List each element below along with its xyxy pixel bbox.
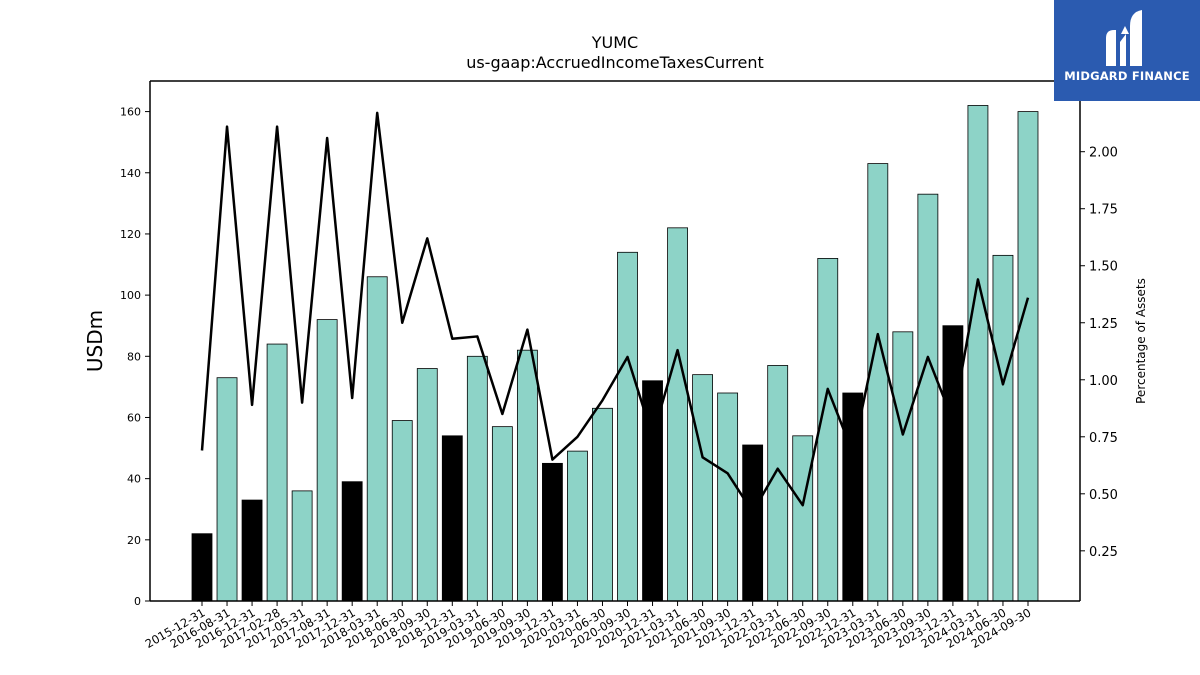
bar-2024-06-30 — [992, 254, 1014, 602]
bar-2017-12-31 — [341, 481, 363, 602]
y2-tick-label: 0.25 — [1089, 545, 1118, 560]
y-tick-label: 100 — [120, 289, 141, 302]
logo-text: MIDGARD FINANCE — [1064, 69, 1190, 83]
bar-2019-03-31 — [466, 355, 488, 602]
bar-2024-09-30 — [1017, 111, 1039, 602]
bar-2019-06-30 — [491, 426, 513, 602]
bar-2018-03-31 — [366, 276, 388, 602]
bar-2018-06-30 — [391, 420, 413, 602]
bar-2023-03-31 — [867, 163, 889, 602]
bar-2016-08-31 — [216, 377, 238, 602]
bar-2021-06-30 — [692, 374, 713, 602]
bar-2019-12-31 — [542, 462, 563, 602]
y2-tick-label: 1.00 — [1089, 374, 1118, 389]
midgard-logo-icon — [1106, 10, 1142, 66]
bar-2019-09-30 — [516, 349, 538, 602]
bar-2017-08-31 — [316, 319, 338, 602]
bar-2022-06-30 — [792, 435, 814, 602]
y2-tick-label: 0.50 — [1089, 488, 1118, 503]
y2-tick-label: 2.00 — [1089, 146, 1118, 161]
y-tick-label: 20 — [127, 534, 141, 547]
bar-2022-09-30 — [817, 258, 839, 602]
y-tick-label: 160 — [120, 106, 141, 119]
midgard-finance-logo: MIDGARD FINANCE — [1054, 0, 1200, 101]
bar-2021-03-31 — [667, 227, 688, 602]
bar-2023-06-30 — [892, 331, 914, 602]
axes: 0 20 40 60 80 100 120 140 160 0.25 0.50 0.75 1.00 1.2… — [120, 80, 1118, 651]
chart-title: YUMC — [591, 33, 638, 52]
y-tick-label: 0 — [134, 595, 141, 608]
y-axis-label: USDm — [83, 310, 107, 372]
bar-2023-09-30 — [917, 193, 939, 602]
bar-2017-05-31 — [291, 490, 313, 602]
y2-tick-label: 1.75 — [1089, 203, 1118, 218]
bar-2017-02-28 — [266, 343, 288, 602]
percentage-line-series — [200, 111, 1030, 514]
y2-tick-label: 0.75 — [1089, 431, 1118, 446]
y2-axis-label: Percentage of Assets — [1134, 278, 1148, 404]
y2-tick-label: 1.25 — [1089, 317, 1118, 332]
bar-2021-12-31 — [742, 444, 764, 602]
bar-2018-09-30 — [416, 368, 438, 602]
bar-2023-12-31 — [942, 325, 964, 602]
y-tick-label: 140 — [120, 167, 141, 180]
bar-2020-09-30 — [617, 251, 638, 602]
y-tick-label: 80 — [127, 350, 141, 363]
percentage-line — [200, 111, 1030, 514]
y-tick-label: 60 — [127, 411, 141, 424]
bar-2018-12-31 — [441, 435, 463, 602]
bar-2020-03-31 — [567, 450, 588, 602]
bar-2016-12-31 — [241, 499, 263, 602]
y2-tick-label: 1.50 — [1089, 260, 1118, 275]
chart-subtitle: us-gaap:AccruedIncomeTaxesCurrent — [466, 53, 764, 72]
y-tick-label: 40 — [127, 473, 141, 486]
bar-2021-09-30 — [717, 392, 739, 602]
bar-2020-06-30 — [592, 407, 613, 602]
bar-2015-12-31 — [191, 533, 213, 602]
bar-series — [191, 105, 1039, 602]
bar-2024-03-31 — [967, 105, 989, 602]
y-tick-label: 120 — [120, 228, 141, 241]
